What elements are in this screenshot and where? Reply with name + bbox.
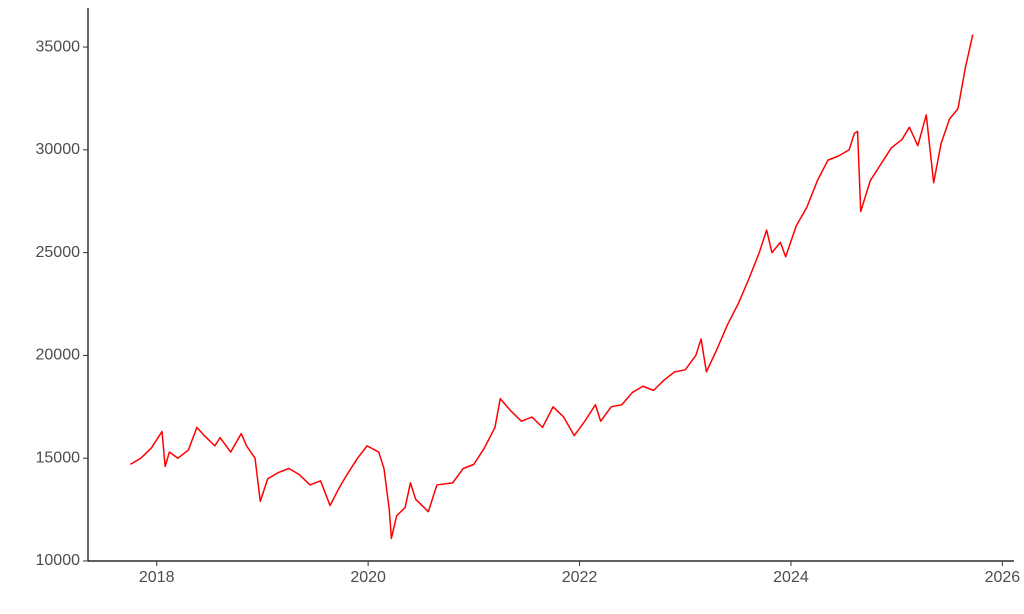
x-tick-label: 2022 (562, 569, 598, 586)
y-tick-label: 10000 (36, 552, 81, 569)
y-tick-label: 35000 (36, 38, 81, 55)
y-tick-label: 15000 (36, 449, 81, 466)
y-tick-label: 25000 (36, 244, 81, 261)
line (129, 34, 974, 540)
x-tick-label: 2024 (773, 569, 809, 586)
x-tick-label: 2026 (985, 569, 1021, 586)
x-tick-label: 2020 (350, 569, 386, 586)
x-tick-label: 2018 (139, 569, 175, 586)
y-tick-label: 30000 (36, 141, 81, 158)
y-tick-label: 20000 (36, 347, 81, 364)
